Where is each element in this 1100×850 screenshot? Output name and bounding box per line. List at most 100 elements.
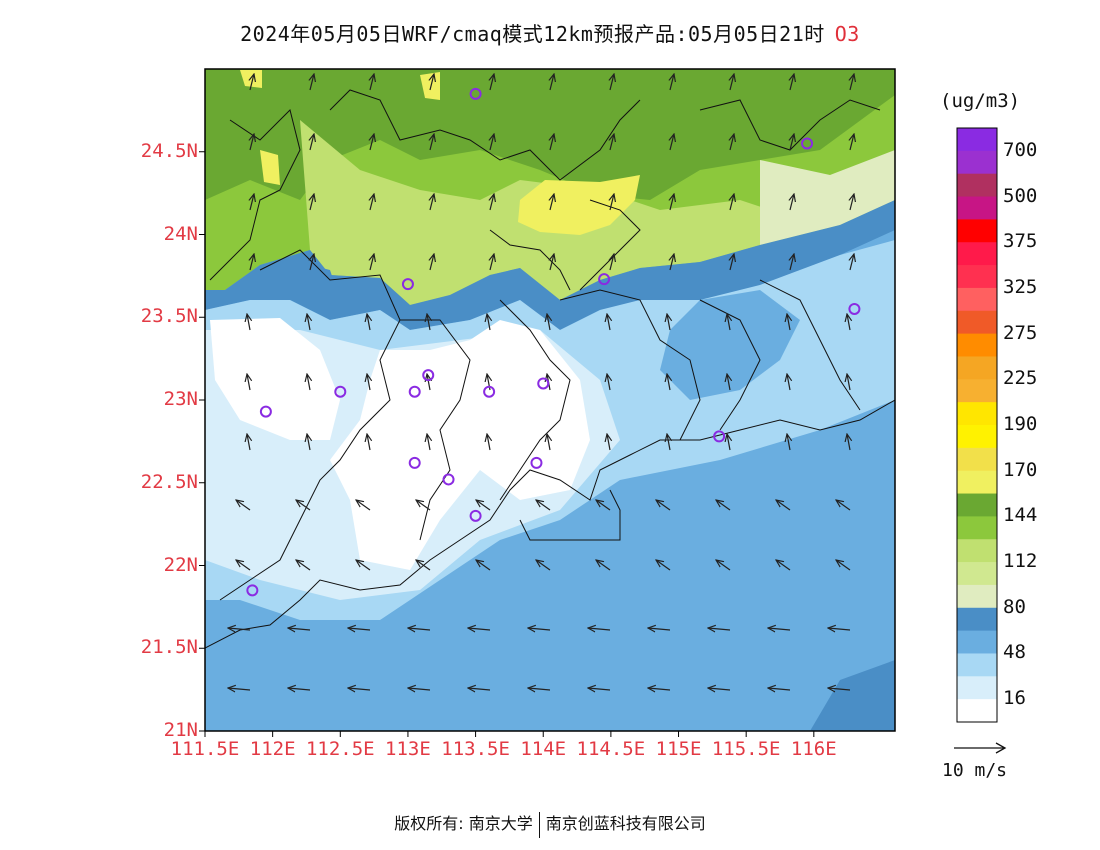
colorbar-swatch (957, 676, 997, 700)
lon-label: 111.5E (170, 738, 240, 760)
station-marker (408, 456, 421, 469)
wind-arrow (828, 628, 851, 630)
lat-label: 22.5N (140, 470, 198, 493)
wind-arrow (790, 254, 794, 271)
wind-arrow (536, 560, 551, 571)
wind-arrow (670, 74, 674, 91)
wind-arrow (430, 194, 434, 211)
wind-arrow (776, 500, 791, 511)
wind-arrow (310, 74, 314, 91)
concentration-field (205, 69, 895, 731)
wind-arrow (588, 688, 611, 690)
wind-arrow (408, 688, 431, 690)
wind-arrow (247, 434, 250, 451)
wind-arrow (550, 254, 554, 271)
wind-scale-label: 10 m/s (942, 760, 1008, 781)
wind-arrow (610, 134, 614, 151)
map-title: 2024年05月05日WRF/cmaq模式12km预报产品:05月05日21时 O… (0, 18, 1100, 47)
wind-arrow (528, 628, 551, 630)
wind-arrow (416, 560, 431, 571)
wind-arrow (730, 134, 734, 151)
wind-arrow (596, 560, 611, 571)
wind-arrow (836, 560, 851, 571)
station-marker (422, 369, 435, 382)
wind-arrow (408, 628, 431, 630)
wind-arrow (228, 628, 251, 630)
colorbar-label: 112 (1003, 550, 1038, 573)
colorbar-label: 48 (1003, 641, 1026, 664)
colorbar-swatch (957, 150, 997, 175)
colorbar-swatch (957, 562, 997, 586)
wind-arrow (847, 374, 850, 391)
station-marker (598, 273, 611, 286)
wind-arrow (850, 134, 854, 151)
colorbar-swatch (957, 173, 997, 198)
wind-arrow (468, 688, 491, 690)
wind-arrow (787, 374, 790, 391)
wind-arrow (228, 688, 251, 690)
colorbar-swatch (957, 425, 997, 449)
wind-arrow (550, 194, 554, 211)
wind-arrow (236, 500, 251, 511)
wind-arrow (670, 254, 674, 271)
colorbar-label: 16 (1003, 687, 1026, 710)
wind-scale-arrow-icon (954, 742, 1007, 754)
wind-arrow (348, 628, 371, 630)
lon-tick-marks (204, 731, 815, 737)
colorbar-swatch (957, 584, 997, 609)
lat-label: 21N (163, 719, 198, 741)
wind-arrow (607, 374, 610, 391)
wind-arrow (708, 688, 731, 690)
colorbar-swatch (957, 242, 997, 266)
colorbar-swatch (957, 516, 997, 540)
colorbar-label: 700 (1003, 138, 1038, 161)
wind-arrow (607, 434, 610, 451)
lon-label: 113.5E (441, 738, 510, 760)
colorbar-swatch (957, 379, 997, 403)
colorbar-label: 500 (1003, 184, 1038, 207)
lon-label: 115.5E (711, 738, 781, 760)
wind-arrow (730, 194, 734, 211)
wind-arrow (367, 374, 370, 391)
colorbar-label: 275 (1003, 321, 1038, 344)
colorbar-frame (956, 127, 998, 723)
lon-label: 113E (385, 738, 431, 760)
colorbar-label: 325 (1003, 275, 1038, 298)
wind-arrow (656, 560, 671, 571)
lat-label: 24N (163, 222, 198, 245)
wind-arrow (550, 134, 554, 151)
wind-arrow (296, 500, 311, 511)
colorbar-swatch (957, 607, 997, 632)
wind-arrow (610, 254, 614, 271)
colorbar-swatch (957, 287, 997, 312)
colorbar-swatch (957, 333, 997, 357)
lat-label: 24.5N (140, 139, 198, 162)
wind-arrow (356, 500, 371, 511)
wind-arrow (790, 194, 794, 211)
wind-arrow (610, 74, 614, 91)
wind-arrow (430, 74, 434, 91)
wind-arrow (490, 74, 494, 91)
station-marker (259, 405, 272, 418)
lat-label: 21.5N (140, 636, 198, 659)
wind-arrow (490, 254, 494, 271)
wind-arrow (427, 374, 430, 391)
wind-arrow (667, 434, 670, 451)
wind-arrow (768, 628, 791, 630)
wind-arrow (536, 500, 551, 511)
station-marker (530, 456, 543, 469)
wind-arrow (427, 434, 430, 451)
wind-arrow (836, 500, 851, 511)
wind-arrow (490, 134, 494, 151)
wind-arrow (787, 434, 790, 451)
wind-arrow (310, 254, 314, 271)
station-marker (442, 473, 455, 486)
wind-arrow (487, 314, 490, 331)
station-marker (713, 430, 726, 443)
colorbar-swatch (957, 447, 997, 472)
wind-arrow (370, 254, 374, 271)
lon-label: 116E (790, 738, 837, 760)
station-marker (334, 385, 347, 398)
wind-arrow (667, 314, 670, 331)
colorbar-swatch (957, 493, 997, 517)
